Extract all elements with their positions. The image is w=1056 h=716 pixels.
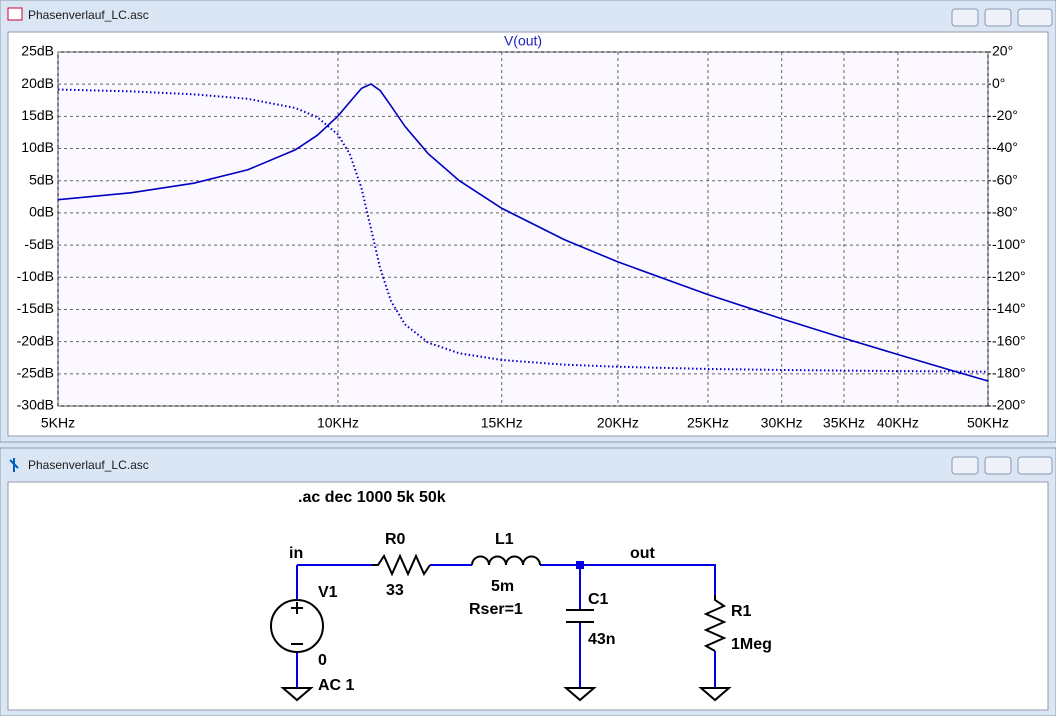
component-value: 0 (318, 652, 327, 669)
y2-tick-label: 0° (992, 75, 1005, 91)
component-value: 1Meg (731, 636, 772, 653)
y2-tick-label: -120° (992, 268, 1026, 284)
close-button[interactable] (1017, 8, 1053, 27)
y-tick-label: -5dB (24, 236, 54, 252)
close-button[interactable] (1017, 456, 1053, 475)
ac-directive: .ac dec 1000 5k 50k (298, 489, 446, 506)
y2-tick-label: -80° (992, 204, 1018, 220)
y2-tick-label: 20° (992, 43, 1013, 59)
wires (296, 564, 716, 688)
resistor-r1 (703, 595, 727, 652)
component-attribute: Rser=1 (469, 601, 523, 618)
minimize-button[interactable] (951, 8, 979, 27)
y-tick-label: 10dB (21, 139, 54, 155)
component-name: C1 (588, 591, 609, 608)
schematic: .ac dec 1000 5k 50k in out R0 33 L1 5m R… (270, 489, 772, 702)
component-name: L1 (495, 531, 514, 548)
window-icon (7, 7, 23, 21)
component-value: 33 (386, 582, 404, 599)
x-tick-label: 30KHz (761, 415, 803, 431)
chart-title: V(out) (504, 33, 542, 49)
ground-symbols (280, 687, 732, 702)
y2-tick-label: -180° (992, 365, 1026, 381)
resistor-r0 (372, 553, 431, 577)
y-tick-label: -15dB (17, 300, 54, 316)
x-tick-label: 40KHz (877, 415, 919, 431)
capacitor-c1 (566, 609, 594, 623)
y2-tick-label: -60° (992, 171, 1018, 187)
x-tick-label: 15KHz (481, 415, 523, 431)
net-label: in (289, 545, 303, 562)
window-buttons[interactable] (951, 456, 1053, 475)
y2-tick-label: -160° (992, 332, 1026, 348)
y2-tick-label: -100° (992, 236, 1026, 252)
maximize-button[interactable] (984, 8, 1012, 27)
minimize-button[interactable] (951, 456, 979, 475)
magnitude-line (57, 83, 989, 382)
chart: 25dB 20dB 15dB 10dB 5dB 0dB -5dB -10dB -15dB -20d… (17, 43, 1026, 431)
maximize-button[interactable] (984, 456, 1012, 475)
schematic-client (7, 481, 1049, 711)
y2-tick-label: -140° (992, 300, 1026, 316)
y-tick-label: -25dB (17, 365, 54, 381)
y-tick-label: 20dB (21, 75, 54, 91)
source-polarity (291, 602, 303, 645)
component-value: 5m (491, 578, 514, 595)
y-tick-label: 0dB (29, 204, 54, 220)
y-tick-label: 5dB (29, 171, 54, 187)
component-name: R0 (385, 531, 406, 548)
component-attribute: AC 1 (318, 677, 355, 694)
junction (576, 561, 584, 569)
y-tick-label: -20dB (17, 332, 54, 348)
x-tick-label: 50KHz (967, 415, 1009, 431)
y-tick-label: -10dB (17, 268, 54, 284)
y-tick-label: 25dB (21, 43, 54, 59)
component-name: R1 (731, 603, 752, 620)
y-tick-label: -30dB (17, 397, 54, 413)
component-value: 43n (588, 631, 616, 648)
window-buttons[interactable] (951, 8, 1053, 27)
y2-tick-label: -20° (992, 107, 1018, 123)
component-name: V1 (318, 584, 338, 601)
x-tick-label: 35KHz (823, 415, 865, 431)
x-tick-label: 5KHz (41, 415, 75, 431)
inductor-l1 (471, 555, 541, 566)
y2-tick-label: -40° (992, 139, 1018, 155)
voltage-source-v1 (270, 599, 324, 653)
window-title: Phasenverlauf_LC.asc (28, 8, 149, 22)
x-tick-label: 10KHz (317, 415, 359, 431)
plot-area (57, 51, 989, 407)
x-tick-label: 20KHz (597, 415, 639, 431)
net-label: out (630, 545, 656, 562)
y2-tick-label: -200° (992, 397, 1026, 413)
x-tick-label: 25KHz (687, 415, 729, 431)
phase-line (57, 88, 989, 373)
window-icon (9, 458, 19, 472)
y-tick-label: 15dB (21, 107, 54, 123)
window-title: Phasenverlauf_LC.asc (28, 458, 149, 472)
